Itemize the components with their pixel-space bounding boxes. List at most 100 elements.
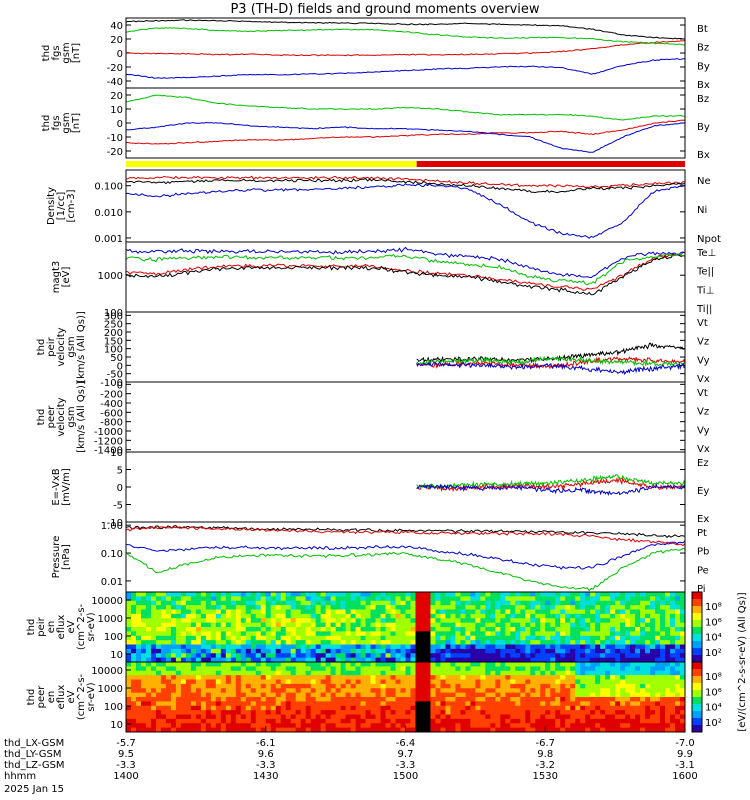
spectrogram-cell [450, 609, 456, 615]
spectrogram-cell [595, 688, 601, 694]
spectrogram-cell [300, 648, 307, 654]
spectrogram-cell [210, 605, 217, 610]
spectrogram-cell [315, 705, 322, 711]
spectrogram-cell [240, 718, 247, 724]
spectrogram-cell [280, 692, 287, 698]
spectrogram-cell [675, 662, 681, 667]
spectrogram-cell [375, 635, 381, 641]
spectrogram-cell [490, 635, 496, 641]
spectrogram-cell [475, 688, 481, 694]
spectrogram-cell [505, 635, 511, 641]
spectrogram-cell [330, 600, 337, 606]
spectrogram-cell [185, 714, 192, 720]
spectrogram-cell [660, 679, 666, 685]
spectrogram-cell [385, 644, 391, 650]
spectrogram-cell [400, 596, 406, 602]
spectrogram-cell [580, 692, 586, 698]
spectrogram-cell [675, 635, 681, 641]
spectrogram-cell [595, 648, 601, 654]
series-line-1 [125, 525, 686, 539]
spectrogram-cell [560, 718, 566, 724]
spectrogram-cell [220, 666, 227, 672]
spectrogram-cell [515, 631, 521, 637]
spectrogram-cell [305, 640, 312, 645]
spectrogram-cell [515, 718, 521, 724]
spectrogram-cell [270, 631, 277, 637]
y-axis-label-line: eflux [56, 615, 67, 640]
spectrogram-cell [570, 596, 576, 602]
spectrogram-cell [340, 679, 347, 685]
spectrogram-cell [295, 605, 302, 610]
spectrogram-cell [295, 631, 302, 637]
spectrogram-cell [340, 688, 347, 694]
spectrogram-cell [560, 613, 566, 619]
spectrogram-cell [130, 592, 137, 597]
spectrogram-cell [665, 613, 671, 619]
spectrogram-cell [290, 618, 297, 624]
spectrogram-cell [570, 635, 576, 641]
spectrogram-cell [290, 688, 297, 694]
spectrogram-cell [665, 653, 671, 659]
spectrogram-cell [375, 701, 381, 707]
spectrogram-cell [575, 670, 581, 676]
spectrogram-cell [675, 727, 681, 733]
spectrogram-cell [255, 705, 262, 711]
y-tick-label: 20 [110, 91, 123, 102]
spectrogram-cell [145, 592, 152, 597]
spectrogram-cell [130, 697, 137, 702]
legend-entry: Vz [697, 407, 709, 418]
spectrogram-cell [180, 670, 187, 676]
spectrogram-cell [420, 666, 426, 672]
spectrogram-cell [520, 670, 526, 676]
spectrogram-cell [330, 635, 337, 641]
spectrogram-cell [260, 705, 267, 711]
spectrogram-cell [545, 609, 551, 615]
spectrogram-cell [205, 705, 212, 711]
spectrogram-cell [255, 683, 262, 689]
spectrogram-cell [260, 627, 267, 632]
spectrogram-cell [185, 683, 192, 689]
spectrogram-cell [320, 640, 327, 645]
spectrogram-cell [315, 710, 322, 715]
spectrogram-cell [155, 688, 162, 694]
spectrogram-cell [625, 710, 631, 715]
spectrogram-cell [610, 666, 616, 672]
spectrogram-cell [425, 644, 431, 650]
x-tick-label: -6.1 [256, 738, 276, 749]
spectrogram-cell [350, 596, 356, 602]
spectrogram-cell [410, 627, 416, 632]
spectrogram-cell [420, 596, 426, 602]
spectrogram-cell [570, 648, 576, 654]
spectrogram-cell [135, 627, 142, 632]
spectrogram-cell [615, 657, 621, 663]
spectrogram-cell [645, 596, 651, 602]
spectrogram-cell [390, 648, 396, 654]
spectrogram-cell [490, 662, 496, 667]
spectrogram-cell [530, 635, 536, 641]
spectrogram-cell [600, 592, 606, 597]
spectrogram-cell [450, 631, 456, 637]
spectrogram-cell [670, 605, 676, 610]
spectrogram-cell [245, 688, 252, 694]
y-axis-label-line: peir [36, 616, 47, 636]
spectrogram-cell [460, 683, 466, 689]
spectrogram-cell [315, 631, 322, 637]
spectrogram-cell [440, 675, 446, 680]
spectrogram-cell [455, 653, 461, 659]
spectrogram-cell [330, 609, 337, 615]
spectrogram-cell [230, 644, 237, 650]
spectrogram-cell [440, 701, 446, 707]
spectrogram-cell [615, 679, 621, 685]
spectrogram-cell [635, 670, 641, 676]
spectrogram-cell [440, 692, 446, 698]
spectrogram-cell [545, 692, 551, 698]
spectrogram-cell [545, 688, 551, 694]
spectrogram-cell [400, 675, 406, 680]
spectrogram-cell [175, 666, 182, 672]
spectrogram-cell [145, 657, 152, 663]
spectrogram-cell [370, 692, 376, 698]
spectrogram-cell [145, 622, 152, 628]
y-tick-label: 300 [104, 311, 123, 322]
spectrogram-cell [155, 653, 162, 659]
spectrogram-cell [480, 596, 486, 602]
